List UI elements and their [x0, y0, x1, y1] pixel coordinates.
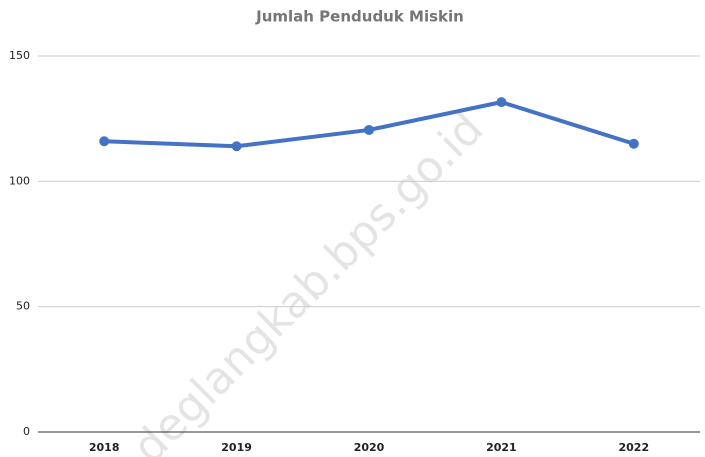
- x-tick-label: 2020: [354, 441, 385, 454]
- chart-title: Jumlah Penduduk Miskin: [255, 8, 464, 26]
- y-tick-label: 0: [23, 425, 30, 438]
- y-tick-label: 100: [9, 174, 30, 187]
- point: [99, 136, 110, 147]
- point: [496, 97, 507, 108]
- y-tick-label: 150: [9, 49, 30, 62]
- point: [628, 138, 639, 149]
- line: [104, 100, 635, 149]
- x-tick-label: 2019: [221, 441, 252, 454]
- x-tick-label: 2018: [89, 441, 120, 454]
- watermark: deglangkab.bps.go.id: [123, 103, 493, 457]
- y-tick-label: 50: [16, 300, 30, 313]
- point: [231, 141, 242, 152]
- point: [364, 124, 374, 135]
- x-tick-label: 2021: [486, 441, 517, 454]
- x-tick-label: 2022: [618, 441, 649, 454]
